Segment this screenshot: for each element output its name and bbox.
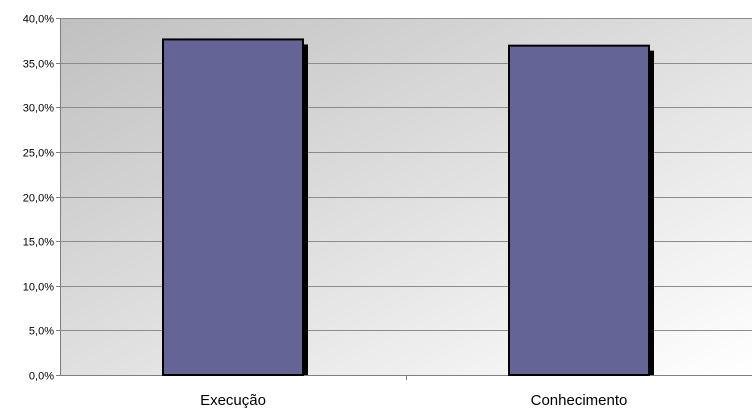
- y-tick-label: 5,0%: [29, 326, 54, 338]
- y-tick-label: 35,0%: [23, 59, 54, 71]
- y-tick-label: 40,0%: [23, 14, 54, 26]
- x-tick-label: Execução: [200, 392, 266, 409]
- bar-conhecimento: [508, 44, 650, 376]
- x-tick-label: Conhecimento: [531, 392, 628, 409]
- y-tick-label: 30,0%: [23, 103, 54, 115]
- y-tick-label: 25,0%: [23, 148, 54, 160]
- bars: [162, 38, 654, 376]
- y-tick-label: 0,0%: [29, 371, 54, 383]
- y-tick-label: 20,0%: [23, 193, 54, 205]
- y-tick-label: 10,0%: [23, 282, 54, 294]
- tick-labels: 0,0% 5,0% 10,0% 15,0% 20,0% 25,0% 30,0% 35,0% 40…: [23, 14, 628, 410]
- bar-execução: [162, 38, 304, 376]
- y-tick-label: 15,0%: [23, 237, 54, 249]
